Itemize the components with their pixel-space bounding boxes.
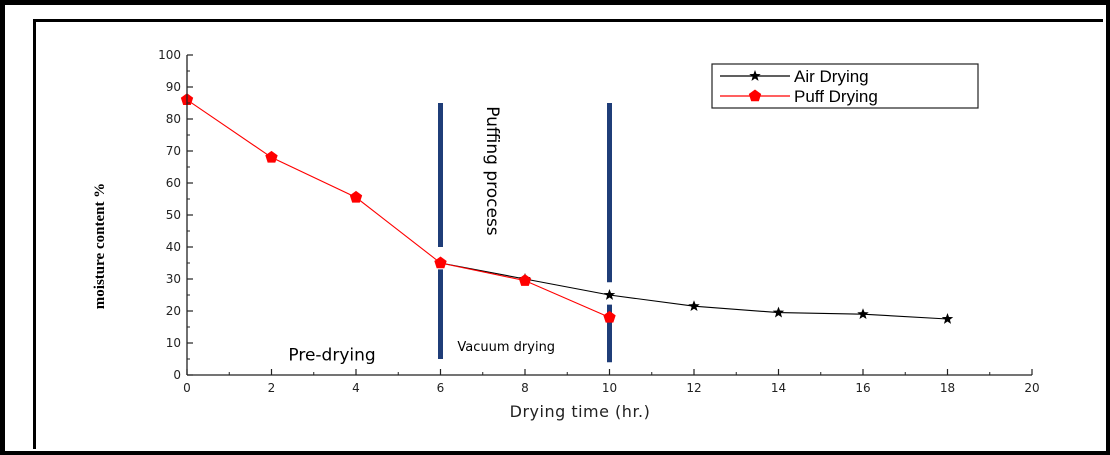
x-tick-label: 0 [183,381,191,395]
x-axis-label: Drying time (hr.) [510,402,651,421]
x-tick-label: 10 [602,381,617,395]
data-point [603,310,616,323]
data-point [688,300,700,312]
data-point [941,313,954,324]
y-tick-label: 60 [166,176,181,190]
legend-entry: Air Drying [794,67,869,86]
data-point [857,308,869,320]
y-tick-label: 100 [158,48,181,62]
data-point [518,274,532,286]
series-air-drying [434,257,954,324]
legend-marker [748,89,762,102]
y-tick-label: 80 [166,112,181,126]
x-tick-label: 2 [268,381,276,395]
x-tick-label: 4 [352,381,360,395]
annotation-label: Pre-drying [288,346,375,366]
y-tick-label: 20 [166,304,181,318]
figure-inner-border [33,19,1103,449]
series-puff-drying [180,93,616,323]
data-point [349,190,363,203]
legend-marker [749,70,761,81]
y-tick-label: 10 [166,336,181,350]
annotation-label: Vacuum drying [457,340,555,355]
y-tick-label: 70 [166,144,181,158]
data-point [265,150,278,163]
y-tick-label: 30 [166,272,181,286]
x-tick-label: 12 [686,381,701,395]
y-tick-label: 50 [166,208,181,222]
series-line [440,262,948,320]
y-tick-label: 0 [173,368,181,382]
y-axis-label: moisture content % [92,183,108,309]
annotation-label: Puffing process [482,106,502,236]
x-tick-label: 16 [855,381,870,395]
data-point [603,289,616,300]
data-point [772,306,785,318]
x-tick-label: 18 [940,381,955,395]
legend-entry: Puff Drying [794,87,878,106]
x-tick-label: 6 [437,381,445,395]
x-tick-label: 14 [771,381,786,395]
x-tick-label: 20 [1024,381,1039,395]
y-tick-label: 40 [166,240,181,254]
x-tick-label: 8 [521,381,529,395]
y-tick-label: 90 [166,80,181,94]
data-point [434,256,447,269]
series-line [186,99,610,318]
